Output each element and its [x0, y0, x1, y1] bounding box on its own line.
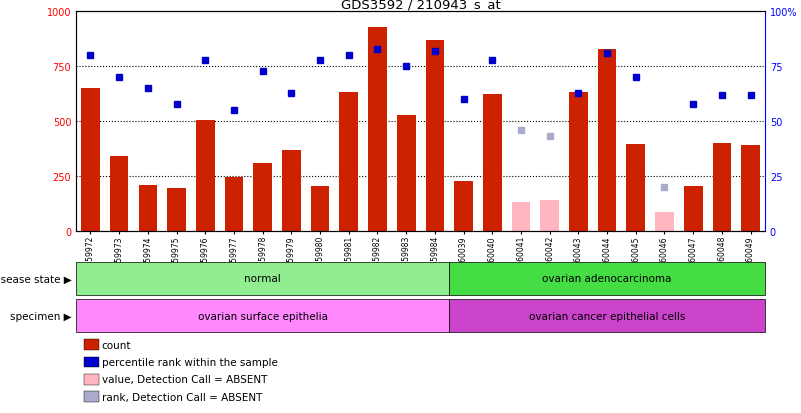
Bar [167, 189, 186, 231]
Bar [311, 186, 329, 231]
Bar [655, 213, 674, 231]
Text: normal: normal [244, 274, 281, 284]
Bar [598, 50, 617, 231]
Bar [483, 95, 501, 231]
Bar [512, 203, 530, 231]
Bar [368, 28, 387, 231]
Bar [684, 186, 702, 231]
Text: rank, Detection Call = ABSENT: rank, Detection Call = ABSENT [102, 392, 262, 402]
Bar [110, 157, 128, 231]
Bar [340, 92, 358, 231]
Bar [81, 89, 100, 231]
Text: ovarian surface epithelia: ovarian surface epithelia [198, 311, 328, 321]
Bar [449, 299, 765, 332]
Text: specimen ▶: specimen ▶ [10, 311, 72, 321]
Bar [76, 299, 449, 332]
Bar [76, 262, 449, 295]
Text: disease state ▶: disease state ▶ [0, 274, 72, 284]
Bar [224, 178, 244, 231]
Text: count: count [102, 340, 131, 350]
Text: ovarian adenocarcinoma: ovarian adenocarcinoma [542, 274, 672, 284]
Bar [425, 41, 445, 231]
Text: percentile rank within the sample: percentile rank within the sample [102, 357, 278, 367]
Bar [282, 150, 300, 231]
Bar [139, 185, 157, 231]
Bar [741, 146, 760, 231]
Bar [196, 121, 215, 231]
Bar [713, 144, 731, 231]
Bar [449, 262, 765, 295]
Bar [569, 92, 588, 231]
Bar [626, 145, 645, 231]
Title: GDS3592 / 210943_s_at: GDS3592 / 210943_s_at [340, 0, 501, 11]
Bar [541, 201, 559, 231]
Bar [396, 115, 416, 231]
Text: ovarian cancer epithelial cells: ovarian cancer epithelial cells [529, 311, 686, 321]
Bar [253, 164, 272, 231]
Text: value, Detection Call = ABSENT: value, Detection Call = ABSENT [102, 375, 267, 385]
Bar [454, 182, 473, 231]
